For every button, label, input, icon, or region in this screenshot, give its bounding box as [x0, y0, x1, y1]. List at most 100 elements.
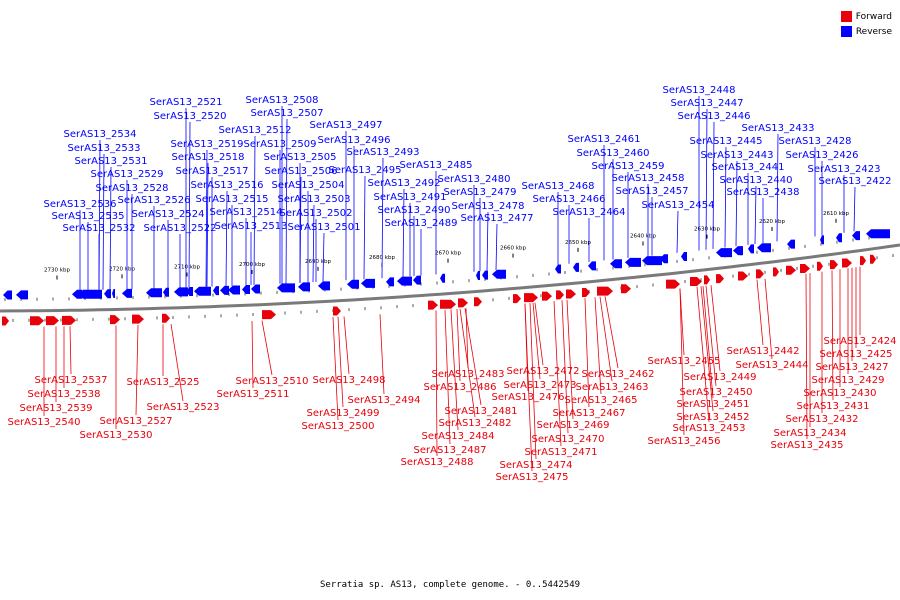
reverse-gene-arrow	[122, 288, 132, 298]
reverse-gene-arrow	[251, 284, 260, 294]
reverse-gene-arrow	[733, 246, 743, 256]
reverse-gene-arrow	[104, 289, 111, 299]
forward-gene-label: SerAS13_2467	[553, 408, 626, 419]
reverse-gene-label: SerAS13_2464	[553, 207, 626, 218]
forward-gene-arrow	[830, 260, 838, 270]
reverse-gene-label: SerAS13_2532	[63, 223, 136, 234]
reverse-gene-label: SerAS13_2507	[251, 108, 324, 119]
label-connector	[343, 316, 350, 375]
reverse-gene-label: SerAS13_2535	[52, 211, 125, 222]
reverse-gene-arrow	[112, 289, 115, 299]
reverse-gene-label: SerAS13_2433	[742, 123, 815, 134]
forward-gene-arrow	[738, 271, 748, 281]
reverse-gene-label: SerAS13_2490	[378, 205, 451, 216]
reverse-gene-label: SerAS13_2446	[678, 111, 751, 122]
label-connector	[251, 321, 254, 389]
forward-gene-arrow	[842, 258, 852, 268]
ruler-label: 2620 kbp	[759, 219, 785, 225]
forward-gene-arrow	[800, 263, 810, 273]
forward-gene-label: SerAS13_2469	[537, 420, 610, 431]
forward-gene-label: SerAS13_2530	[80, 430, 153, 441]
label-connector	[724, 146, 727, 248]
forward-gene-label: SerAS13_2451	[677, 399, 750, 410]
reverse-gene-label: SerAS13_2508	[246, 95, 319, 106]
label-connector	[853, 186, 856, 232]
label-connector	[764, 278, 773, 360]
reverse-gene-label: SerAS13_2526	[118, 195, 191, 206]
reverse-gene-arrow	[228, 285, 240, 295]
reverse-gene-label: SerAS13_2447	[671, 98, 744, 109]
ruler-label: 2630 kbp	[694, 227, 720, 233]
reverse-gene-arrow	[476, 271, 480, 281]
reverse-gene-label: SerAS13_2459	[592, 161, 665, 172]
reverse-gene-label: SerAS13_2445	[690, 136, 763, 147]
label-connector	[561, 300, 569, 434]
forward-gene-arrow	[428, 300, 438, 310]
label-connector	[402, 188, 405, 277]
label-connector	[206, 162, 209, 287]
reverse-gene-label: SerAS13_2524	[132, 209, 205, 220]
reverse-gene-label: SerAS13_2489	[385, 218, 458, 229]
label-connector	[679, 288, 685, 436]
reverse-gene-label: SerAS13_2516	[191, 180, 264, 191]
ruler-label: 2720 kbp	[109, 266, 135, 272]
label-connector	[594, 297, 602, 395]
label-connector	[253, 135, 256, 285]
reverse-gene-label: SerAS13_2519	[171, 139, 244, 150]
reverse-gene-label: SerAS13_2485	[400, 160, 473, 171]
reverse-gene-arrow	[146, 288, 162, 298]
label-connector	[312, 204, 315, 283]
forward-gene-arrow	[440, 299, 456, 309]
forward-gene-label: SerAS13_2476	[492, 392, 565, 403]
label-connector	[553, 301, 562, 447]
forward-gene-label: SerAS13_2453	[673, 423, 746, 434]
label-connector	[379, 314, 385, 395]
forward-gene-label: SerAS13_2474	[500, 460, 573, 471]
forward-gene-label: SerAS13_2538	[28, 389, 101, 400]
reverse-gene-label: SerAS13_2461	[568, 134, 641, 145]
forward-gene-arrow	[46, 316, 59, 326]
reverse-gene-arrow	[386, 277, 394, 287]
forward-gene-arrow	[513, 294, 521, 304]
reverse-gene-arrow	[716, 248, 732, 258]
label-connector	[225, 190, 228, 287]
forward-gene-arrow	[162, 313, 170, 323]
forward-gene-label: SerAS13_2525	[127, 377, 200, 388]
forward-gene-label: SerAS13_2424	[824, 336, 897, 347]
forward-gene-arrow	[773, 267, 779, 277]
label-connector	[285, 118, 288, 284]
label-connector	[700, 286, 714, 412]
forward-gene-arrow	[30, 316, 44, 326]
reverse-gene-label: SerAS13_2515	[196, 194, 269, 205]
label-connector	[754, 185, 757, 245]
forward-gene-label: SerAS13_2462	[582, 369, 655, 380]
forward-gene-arrow	[786, 265, 796, 275]
label-connector	[534, 302, 544, 366]
label-connector	[102, 153, 105, 290]
forward-gene-label: SerAS13_2481	[445, 406, 518, 417]
forward-gene-arrow	[666, 279, 680, 289]
reverse-gene-arrow	[220, 285, 229, 295]
reverse-gene-label: SerAS13_2509	[244, 139, 317, 150]
reverse-gene-label: SerAS13_2457	[616, 186, 689, 197]
forward-gene-label: SerAS13_2537	[35, 375, 108, 386]
forward-gene-arrow	[621, 284, 631, 294]
forward-gene-arrow	[690, 276, 702, 286]
reverse-gene-arrow	[347, 279, 359, 289]
forward-gene-label: SerAS13_2482	[439, 418, 512, 429]
reverse-gene-arrow	[16, 290, 28, 300]
reverse-gene-arrow	[852, 231, 860, 241]
forward-gene-label: SerAS13_2425	[820, 349, 893, 360]
reverse-gene-label: SerAS13_2480	[438, 174, 511, 185]
label-connector	[566, 299, 574, 420]
forward-gene-arrow	[817, 261, 823, 271]
forward-gene-label: SerAS13_2527	[100, 416, 173, 427]
genome-caption: Serratia sp. AS13, complete genome. - 0.…	[319, 580, 581, 590]
forward-gene-label: SerAS13_2452	[677, 412, 750, 423]
reverse-gene-label: SerAS13_2505	[264, 152, 337, 163]
forward-gene-arrow	[556, 290, 564, 300]
reverse-gene-arrow	[681, 251, 687, 261]
legend: Forward Reverse	[840, 9, 892, 39]
label-connector	[735, 160, 738, 247]
ruler-label: 2700 kbp	[239, 262, 265, 268]
